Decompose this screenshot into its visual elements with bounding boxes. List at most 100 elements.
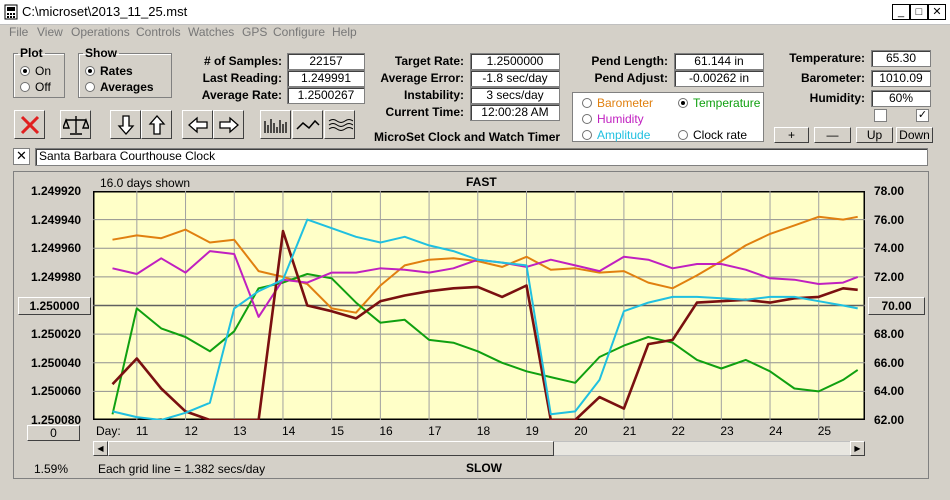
- app-heading: MicroSet Clock and Watch Timer: [374, 130, 561, 144]
- temperature-checkbox[interactable]: ✓: [916, 109, 929, 122]
- menu-view[interactable]: View: [37, 25, 63, 39]
- balance-button[interactable]: [60, 110, 91, 139]
- x-tick: 21: [622, 424, 637, 438]
- overlay-clockrate-radio[interactable]: Clock rate: [678, 128, 747, 142]
- wave-view-button[interactable]: [324, 110, 355, 139]
- scroll-down-button[interactable]: Down: [896, 127, 933, 143]
- menu-help[interactable]: Help: [332, 25, 357, 39]
- menu-file[interactable]: File: [9, 25, 29, 39]
- instability-label: Instability:: [403, 88, 464, 102]
- menu-controls[interactable]: Controls: [136, 25, 181, 39]
- close-clock-button[interactable]: ✕: [13, 148, 30, 165]
- overlay-humidity-label: Humidity: [597, 112, 644, 126]
- y-left-tick: 1.250060: [31, 384, 82, 399]
- overlay-barometer-label: Barometer: [597, 96, 654, 110]
- pend-adjust-field: -0.00262 in: [674, 70, 764, 87]
- overlay-humidity-radio[interactable]: Humidity: [582, 112, 644, 126]
- overlay-select-box: [572, 92, 764, 142]
- bars-view-button[interactable]: [260, 110, 291, 139]
- zoom-in-button[interactable]: +: [774, 127, 809, 143]
- overlay-barometer-radio[interactable]: Barometer: [582, 96, 653, 110]
- x-tick: 22: [671, 424, 685, 438]
- minimize-button[interactable]: _: [892, 4, 910, 20]
- close-window-button[interactable]: ✕: [928, 4, 946, 20]
- last-reading-label: Last Reading:: [202, 71, 282, 85]
- y-right-tick: 64.00: [874, 384, 905, 399]
- x-tick: 15: [330, 424, 345, 438]
- menu-gps[interactable]: GPS: [242, 25, 268, 39]
- x-tick: 23: [720, 424, 734, 438]
- zoom-out-button[interactable]: —: [814, 127, 851, 143]
- y-left-tick: 1.250080: [31, 413, 82, 427]
- arrow-right-button[interactable]: [213, 110, 244, 139]
- line-view-button[interactable]: [292, 110, 323, 139]
- arrow-down-button[interactable]: [110, 110, 141, 139]
- overlay-temperature-radio[interactable]: Temperature: [678, 96, 760, 110]
- maximize-button[interactable]: □: [910, 4, 928, 20]
- scroll-right-arrow-icon[interactable]: ▶: [850, 441, 865, 456]
- y-left-tick: 1.249920: [31, 184, 82, 198]
- arrow-right-icon: [218, 116, 239, 133]
- scroll-up-button[interactable]: Up: [856, 127, 893, 143]
- temp-center-button[interactable]: 70.00: [868, 297, 925, 315]
- target-rate-field[interactable]: 1.2500000: [470, 53, 560, 70]
- arrow-down-icon: [117, 114, 134, 135]
- x-tick: 17: [428, 424, 442, 438]
- show-averages-label: Averages: [100, 80, 154, 94]
- clock-name-field[interactable]: Santa Barbara Courthouse Clock: [35, 148, 928, 166]
- y-left-tick: 1.249960: [31, 241, 82, 256]
- clear-button[interactable]: [14, 110, 45, 139]
- menu-configure[interactable]: Configure: [273, 25, 326, 39]
- plot-on-radio[interactable]: On: [20, 64, 51, 78]
- plot-group: Plot: [13, 46, 65, 98]
- app-icon: [4, 4, 18, 20]
- menu-watches[interactable]: Watches: [188, 25, 235, 39]
- overlay-amplitude-radio[interactable]: Amplitude: [582, 128, 650, 142]
- samples-field: 22157: [287, 53, 365, 70]
- target-rate-label: Target Rate:: [394, 54, 464, 68]
- average-rate-field: 1.2500267: [287, 87, 365, 104]
- plot-off-radio[interactable]: Off: [20, 80, 51, 94]
- days-shown-label: 16.0 days shown: [100, 176, 191, 190]
- fast-label: FAST: [466, 175, 497, 189]
- pend-length-field: 61.144 in: [674, 53, 764, 70]
- pend-adjust-label: Pend Adjust:: [594, 71, 668, 85]
- average-error-label: Average Error:: [380, 71, 464, 85]
- rate-center-button[interactable]: 1.250000: [18, 297, 91, 315]
- y-right-tick: 74.00: [874, 241, 905, 256]
- arrow-left-icon: [187, 116, 208, 133]
- y-right-tick: 66.00: [874, 355, 905, 370]
- menu-operations[interactable]: Operations: [71, 25, 130, 39]
- percent-label: 1.59%: [34, 462, 69, 476]
- y-left-tick: 1.249940: [31, 212, 82, 227]
- pend-length-label: Pend Length:: [591, 54, 668, 68]
- scrollbar-thumb[interactable]: [108, 441, 554, 456]
- red-x-icon: [20, 115, 39, 134]
- y-right-tick: 76.00: [874, 212, 905, 227]
- scroll-left-arrow-icon[interactable]: ◀: [93, 441, 108, 456]
- humidity-field: 60%: [871, 90, 931, 107]
- overlay-temperature-label: Temperature: [693, 96, 761, 110]
- show-averages-radio[interactable]: Averages: [85, 80, 154, 94]
- show-rates-radio[interactable]: Rates: [85, 64, 133, 78]
- plot-group-title: Plot: [20, 46, 43, 60]
- window-title: C:\microset\2013_11_25.mst: [22, 4, 188, 19]
- arrow-up-button[interactable]: [141, 110, 172, 139]
- y-right-tick: 72.00: [874, 269, 905, 284]
- y-right-tick: 68.00: [874, 327, 905, 342]
- y-left-tick: 1.250040: [31, 355, 82, 370]
- humidity-checkbox[interactable]: [874, 109, 887, 122]
- bar-graph-icon: [263, 118, 287, 133]
- current-time-label: Current Time:: [385, 105, 464, 119]
- arrow-up-icon: [148, 114, 165, 135]
- instability-field: 3 secs/day: [470, 87, 560, 104]
- zero-button[interactable]: 0: [27, 425, 80, 441]
- line-graph-icon: [295, 119, 320, 130]
- x-tick: 12: [184, 424, 198, 438]
- arrow-left-button[interactable]: [182, 110, 213, 139]
- menu-bar: File View Operations Controls Watches GP…: [0, 24, 950, 42]
- y-left-tick: 1.250020: [31, 327, 82, 342]
- overlay-clockrate-label: Clock rate: [693, 128, 748, 142]
- last-reading-field: 1.249991: [287, 70, 365, 87]
- show-group: Show: [78, 46, 172, 98]
